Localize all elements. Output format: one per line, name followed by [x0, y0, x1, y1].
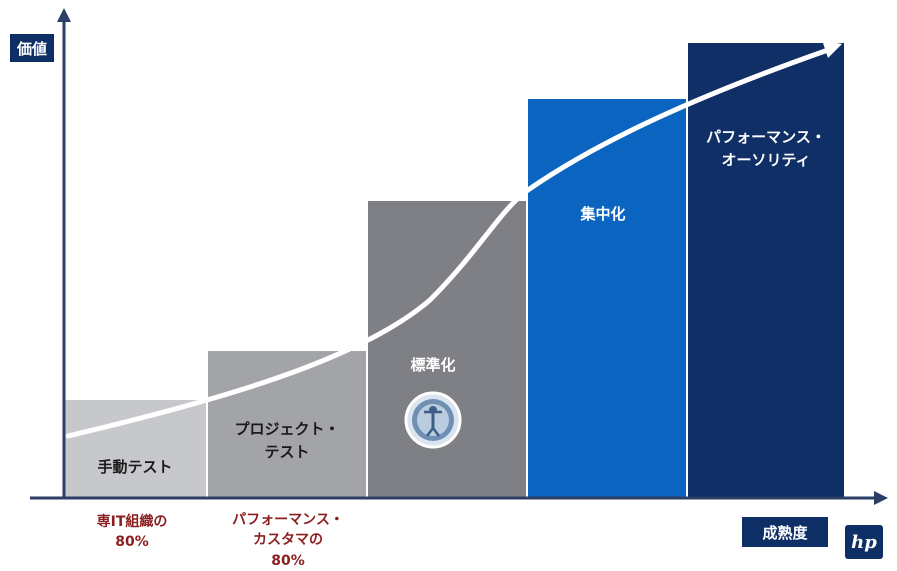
stage-manual-test-block	[64, 400, 206, 497]
y-axis-arrowhead	[57, 8, 71, 22]
stage-performance-authority-block	[688, 43, 844, 497]
hp-logo-icon: hp	[845, 525, 883, 559]
stage-label-centralization: 集中化	[580, 205, 626, 223]
certification-seal-icon	[404, 391, 462, 449]
stage-centralization-block	[528, 99, 686, 497]
stage-standardization-block	[368, 201, 526, 497]
x-axis-label: 成熟度	[742, 517, 828, 547]
note-performance-customers: パフォーマンス・ カスタマの 80%	[232, 512, 344, 569]
y-axis-label: 価値	[10, 34, 54, 62]
stage-label-standardization: 標準化	[410, 356, 456, 374]
stage-label-project-test: プロジェクト・ テスト	[234, 420, 340, 462]
x-axis-arrowhead	[874, 491, 888, 505]
stage-label-performance-authority: パフォーマンス・ オーソリティ	[706, 128, 826, 170]
value-curve-arrowhead	[822, 40, 842, 58]
value-curve	[65, 47, 831, 439]
stage-label-manual-test: 手動テスト	[97, 458, 173, 476]
note-it-organization: 専IT組織の 80%	[96, 514, 168, 551]
